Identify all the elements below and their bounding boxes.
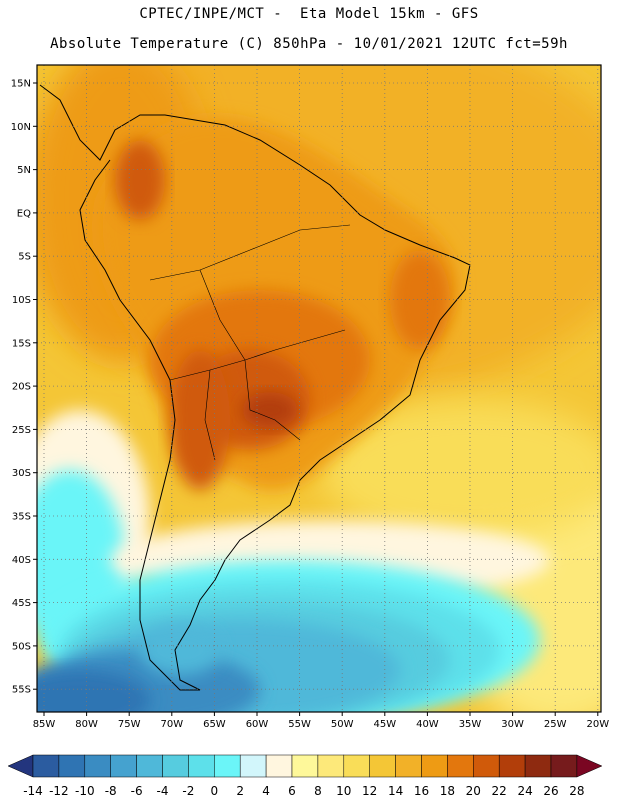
colorbar-segment (317, 754, 345, 778)
colorbar-label: 24 (517, 784, 532, 798)
colorbar-segment (291, 754, 319, 778)
colorbar-segment (32, 754, 60, 778)
colorbar-segment (188, 754, 215, 778)
lat-label: 15S (12, 338, 31, 349)
colorbar-label: 28 (569, 784, 584, 798)
colorbar-segment (136, 754, 163, 778)
latitude-labels: 15N 10N 5N EQ 5S 10S 15S 20S 25S 30S 35S 40S 45S 50S 5… (11, 79, 37, 696)
colorbar-label: -2 (182, 784, 194, 798)
colorbar-label: 26 (543, 784, 558, 798)
colorbar-label: 4 (262, 784, 270, 798)
map-frame (36, 64, 602, 713)
colorbar-label: 18 (440, 784, 455, 798)
colorbar-label: 12 (362, 784, 377, 798)
lon-label: 30W (501, 719, 524, 730)
colorbar-segment (110, 754, 137, 778)
colorbar-segment (395, 754, 422, 778)
colorbar-label: -14 (23, 784, 43, 798)
colorbar-label: -6 (131, 784, 143, 798)
colorbar-segment (498, 754, 526, 778)
colorbar-segment (58, 754, 86, 778)
lon-label: 25W (544, 719, 567, 730)
colorbar-label: 0 (210, 784, 218, 798)
colorbar-label: 6 (288, 784, 296, 798)
lat-label: EQ (17, 208, 31, 219)
colorbar-label: 16 (414, 784, 429, 798)
colorbar-segment (524, 754, 552, 778)
coastline (39, 84, 471, 691)
colorbar-segment (214, 754, 241, 778)
colorbar-label: -12 (49, 784, 69, 798)
lon-label: 80W (75, 719, 98, 730)
lat-label: 5N (17, 165, 31, 176)
colorbar-segment (343, 754, 370, 778)
lat-label: 45S (12, 598, 31, 609)
colorbar-label: -10 (75, 784, 95, 798)
colorbar-label: 2 (236, 784, 244, 798)
colorbar-segment (447, 754, 474, 778)
colorbar-label: -4 (157, 784, 169, 798)
lon-label: 65W (203, 719, 226, 730)
colorbar-max-triangle (576, 754, 603, 778)
title-line-2: Absolute Temperature (C) 850hPa - 10/01/… (50, 36, 568, 52)
title-line-1: CPTEC/INPE/MCT - Eta Model 15km - GFS (139, 6, 479, 22)
lon-label: 55W (288, 719, 311, 730)
lat-label: 30S (12, 468, 31, 479)
country-borders (149, 224, 351, 461)
lat-label: 5S (18, 252, 31, 263)
colorbar-segment (421, 754, 448, 778)
lat-label: 20S (12, 382, 31, 393)
colorbar-segment (473, 754, 500, 778)
lon-label: 70W (160, 719, 183, 730)
lat-label: 10N (11, 122, 31, 133)
lon-label: 50W (331, 719, 354, 730)
colorbar-labels: -14 -12 -10 -8 -6 -4 -2 0 2 4 6 8 10 12 14 16 18 20 22 24 26… (23, 784, 584, 798)
lon-label: 35W (459, 719, 482, 730)
colorbar-segment (550, 754, 578, 778)
colorbar-label: -8 (105, 784, 117, 798)
temperature-field (37, 65, 601, 712)
colorbar-label: 8 (314, 784, 322, 798)
colorbar-segment (265, 754, 293, 778)
lat-label: 55S (12, 685, 31, 696)
colorbar-segment (84, 754, 111, 778)
lon-label: 20W (586, 719, 609, 730)
colorbar (7, 754, 603, 778)
longitude-labels: 85W 80W 75W 70W 65W 60W 55W 50W 45W 40W 35W 30W 25W 2… (33, 712, 609, 730)
lat-label: 25S (12, 425, 31, 436)
colorbar-label: 14 (388, 784, 403, 798)
lat-label: 35S (12, 512, 31, 523)
colorbar-label: 22 (492, 784, 507, 798)
colorbar-label: 10 (336, 784, 351, 798)
lat-label: 15N (11, 79, 31, 90)
lon-label: 45W (373, 719, 396, 730)
lat-label: 50S (12, 641, 31, 652)
lon-label: 85W (33, 719, 56, 730)
lon-label: 40W (416, 719, 439, 730)
colorbar-min-triangle (7, 754, 34, 778)
colorbar-segment (239, 754, 267, 778)
colorbar-label: 20 (466, 784, 481, 798)
colorbar-segment (369, 754, 396, 778)
lat-label: 10S (12, 295, 31, 306)
lon-label: 60W (246, 719, 269, 730)
lon-label: 75W (118, 719, 141, 730)
lat-label: 40S (12, 555, 31, 566)
colorbar-segment (162, 754, 189, 778)
